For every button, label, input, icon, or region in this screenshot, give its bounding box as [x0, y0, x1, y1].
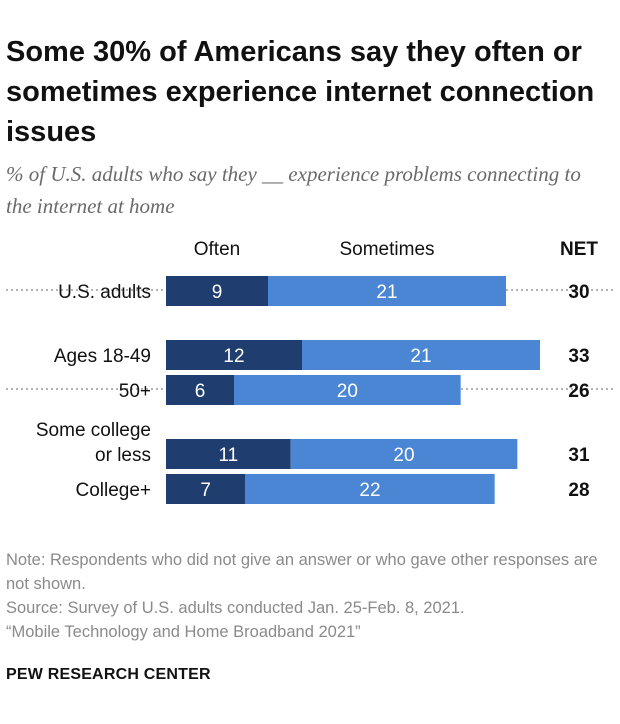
legend-label-often: Often [194, 239, 240, 260]
bar-often [166, 439, 291, 469]
bar-sometimes [268, 276, 506, 306]
bar-often [166, 474, 246, 504]
chart-subtitle: % of U.S. adults who say they __ experie… [6, 162, 581, 218]
bar-value-label: 20 [337, 381, 358, 402]
bar-value-label: 6 [195, 381, 206, 402]
chart-title: Some 30% of Americans say they often or … [6, 36, 595, 148]
net-value: 26 [568, 381, 589, 402]
bar-value-label: 9 [212, 282, 223, 303]
bar-sometimes [302, 340, 540, 370]
note-text: Note: Respondents who did not give an an… [6, 551, 598, 593]
bar-often [166, 375, 234, 405]
legend-label-sometimes: Sometimes [339, 239, 434, 260]
category-label: College+ [75, 480, 151, 501]
bar-value-label: 22 [359, 480, 380, 501]
bar-value-label: 12 [223, 346, 244, 367]
bar-sometimes [290, 439, 518, 469]
bar-value-label: 20 [393, 445, 414, 466]
net-value: 30 [568, 282, 589, 303]
bar-often [166, 276, 268, 306]
bar-value-label: 21 [376, 282, 397, 303]
category-label: 50+ [119, 381, 151, 402]
net-value: 33 [568, 346, 589, 367]
bar-sometimes [234, 375, 461, 405]
net-value: 28 [568, 480, 589, 501]
category-label: Ages 18-49 [54, 346, 151, 367]
stacked-bar-chart: Often Sometimes NET U.S. adults 9 21 30 Ages 18… [6, 239, 614, 504]
bar-value-label: 11 [218, 445, 238, 466]
bar-sometimes [245, 474, 495, 504]
bar-value-label: 21 [410, 346, 431, 367]
chart-notes: Note: Respondents who did not give an an… [6, 548, 610, 644]
category-label: Some college [36, 420, 151, 441]
net-header: NET [560, 239, 598, 260]
net-value: 31 [568, 445, 590, 466]
brand-logo-text: PEW RESEARCH CENTER [6, 666, 211, 683]
category-label: U.S. adults [58, 282, 151, 303]
bar-often [166, 340, 302, 370]
bar-value-label: 7 [200, 480, 211, 501]
category-label: or less [95, 445, 151, 466]
source-text: Source: Survey of U.S. adults conducted … [6, 599, 465, 617]
report-text: “Mobile Technology and Home Broadband 20… [6, 623, 361, 641]
